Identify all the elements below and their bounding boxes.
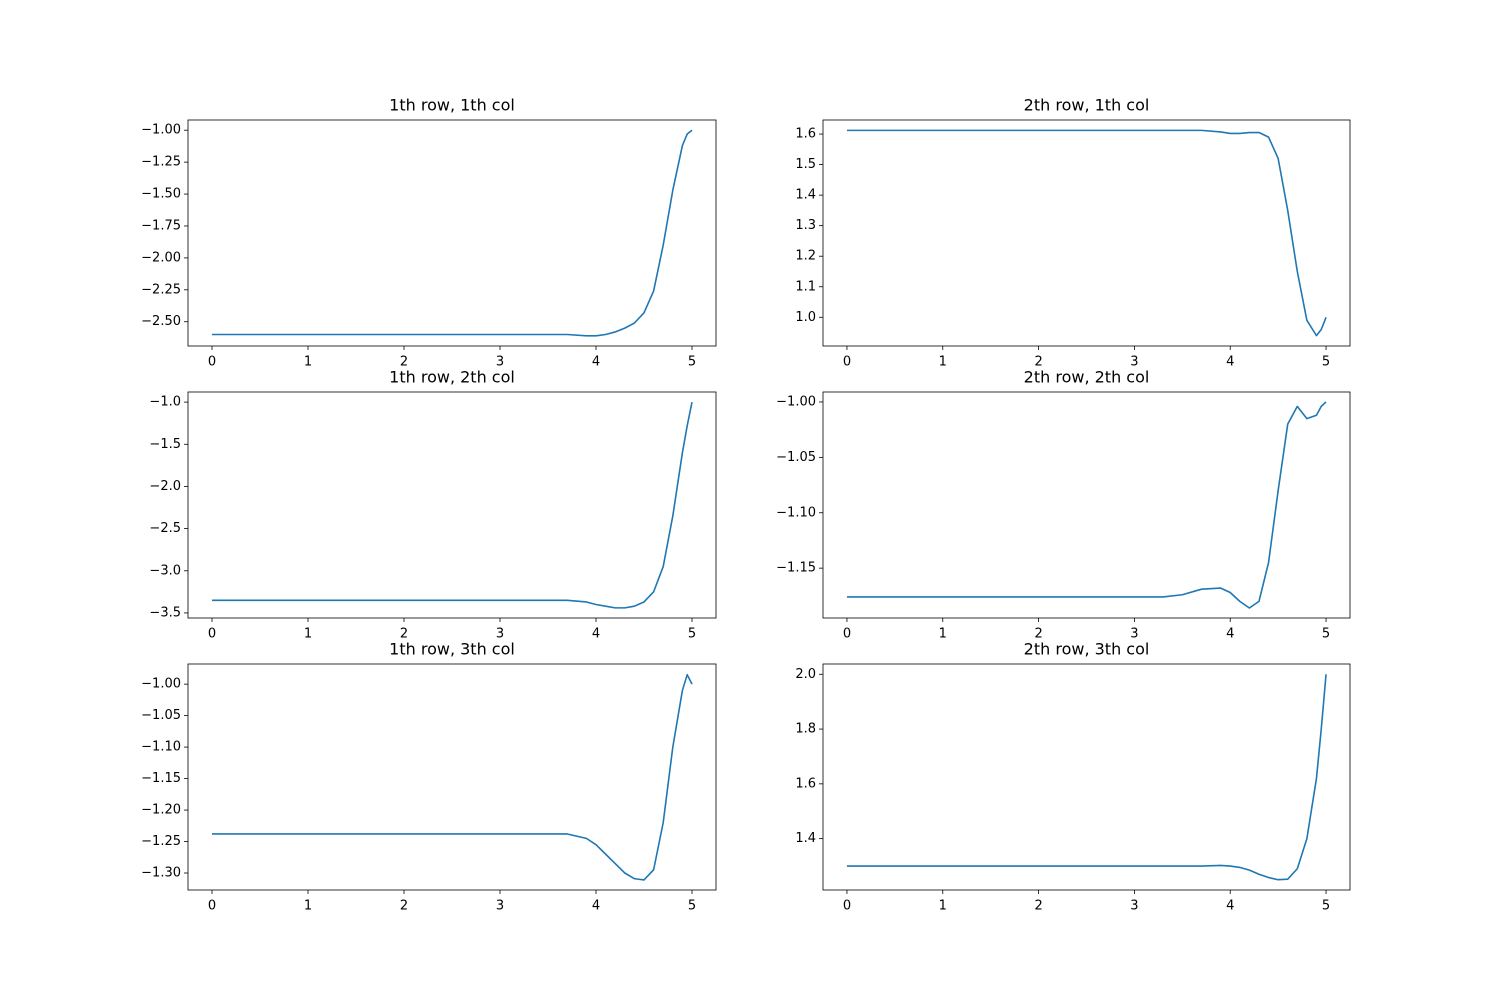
subplot-title: 1th row, 3th col xyxy=(389,640,515,659)
x-tick-label: 0 xyxy=(208,355,216,370)
line xyxy=(212,673,693,881)
x-tick-label: 4 xyxy=(592,355,600,370)
axes-frame xyxy=(822,663,1351,891)
y-tick-label: −1.30 xyxy=(141,866,181,881)
x-tick-label: 0 xyxy=(208,627,216,642)
line xyxy=(846,401,1327,609)
x-tick-label: 0 xyxy=(843,627,851,642)
y-tick-label: −1.05 xyxy=(141,708,181,723)
x-tick-label: 3 xyxy=(496,627,504,642)
x-tick-label: 3 xyxy=(496,899,504,914)
y-tick-label: −1.00 xyxy=(141,677,181,692)
axes-frame xyxy=(187,391,717,619)
x-tick-label: 3 xyxy=(1130,355,1138,370)
line xyxy=(846,674,1327,881)
y-tick-label: −3.0 xyxy=(149,563,181,578)
x-tick-label: 3 xyxy=(1130,899,1138,914)
y-tick-label: 1.1 xyxy=(795,279,816,294)
x-tick-label: 1 xyxy=(304,355,312,370)
y-tick-label: −2.5 xyxy=(149,521,181,536)
y-tick-label: 1.3 xyxy=(795,218,816,233)
y-tick-label: −2.25 xyxy=(141,282,181,297)
y-tick-label: −1.10 xyxy=(776,505,816,520)
y-tick-label: −1.20 xyxy=(141,803,181,818)
subplot-title: 2th row, 1th col xyxy=(1024,96,1150,115)
y-tick-label: −1.10 xyxy=(141,740,181,755)
y-tick-label: −2.00 xyxy=(141,250,181,265)
y-tick-label: −1.00 xyxy=(141,123,181,138)
x-tick-label: 0 xyxy=(843,355,851,370)
x-tick-label: 1 xyxy=(939,627,947,642)
line xyxy=(212,129,693,337)
subplot-title: 1th row, 1th col xyxy=(389,96,515,115)
x-tick-label: 1 xyxy=(304,627,312,642)
y-tick-label: −1.50 xyxy=(141,187,181,202)
y-tick-label: −3.5 xyxy=(149,605,181,620)
x-tick-label: 2 xyxy=(1034,899,1042,914)
y-tick-label: −1.15 xyxy=(776,561,816,576)
x-tick-label: 2 xyxy=(400,899,408,914)
x-tick-label: 5 xyxy=(1322,899,1330,914)
y-tick-label: −1.0 xyxy=(149,395,181,410)
axes-frame xyxy=(822,119,1351,347)
subplot-title: 2th row, 2th col xyxy=(1024,368,1150,387)
line xyxy=(846,129,1327,337)
y-tick-label: −2.50 xyxy=(141,314,181,329)
x-tick-label: 4 xyxy=(592,627,600,642)
y-tick-label: 1.4 xyxy=(795,188,816,203)
axes-frame xyxy=(187,663,717,891)
x-tick-label: 2 xyxy=(1034,627,1042,642)
x-tick-label: 4 xyxy=(592,899,600,914)
x-tick-label: 2 xyxy=(400,627,408,642)
y-tick-label: 2.0 xyxy=(795,667,816,682)
subplot-title: 1th row, 2th col xyxy=(389,368,515,387)
x-tick-label: 1 xyxy=(304,899,312,914)
y-tick-label: −1.25 xyxy=(141,834,181,849)
subplot-title: 2th row, 3th col xyxy=(1024,640,1150,659)
line xyxy=(212,401,693,609)
axes-frame xyxy=(187,119,717,347)
x-tick-label: 2 xyxy=(1034,355,1042,370)
x-tick-label: 0 xyxy=(843,899,851,914)
y-tick-label: 1.6 xyxy=(795,776,816,791)
y-tick-label: 1.8 xyxy=(795,722,816,737)
x-tick-label: 3 xyxy=(496,355,504,370)
y-tick-label: −2.0 xyxy=(149,479,181,494)
x-tick-label: 5 xyxy=(688,627,696,642)
y-tick-label: 1.0 xyxy=(795,310,816,325)
y-tick-label: −1.5 xyxy=(149,437,181,452)
x-tick-label: 1 xyxy=(939,899,947,914)
x-tick-label: 0 xyxy=(208,899,216,914)
y-tick-label: −1.15 xyxy=(141,771,181,786)
x-tick-label: 4 xyxy=(1226,627,1234,642)
y-tick-label: 1.2 xyxy=(795,249,816,264)
x-tick-label: 2 xyxy=(400,355,408,370)
y-tick-label: 1.5 xyxy=(795,157,816,172)
x-tick-label: 1 xyxy=(939,355,947,370)
y-tick-label: −1.75 xyxy=(141,218,181,233)
x-tick-label: 5 xyxy=(1322,627,1330,642)
axes-frame xyxy=(822,391,1351,619)
x-tick-label: 4 xyxy=(1226,355,1234,370)
y-tick-label: 1.6 xyxy=(795,127,816,142)
y-tick-label: −1.05 xyxy=(776,450,816,465)
x-tick-label: 5 xyxy=(1322,355,1330,370)
y-tick-label: 1.4 xyxy=(795,831,816,846)
y-tick-label: −1.25 xyxy=(141,155,181,170)
y-tick-label: −1.00 xyxy=(776,394,816,409)
x-tick-label: 5 xyxy=(688,355,696,370)
x-tick-label: 3 xyxy=(1130,627,1138,642)
x-tick-label: 5 xyxy=(688,899,696,914)
x-tick-label: 4 xyxy=(1226,899,1234,914)
